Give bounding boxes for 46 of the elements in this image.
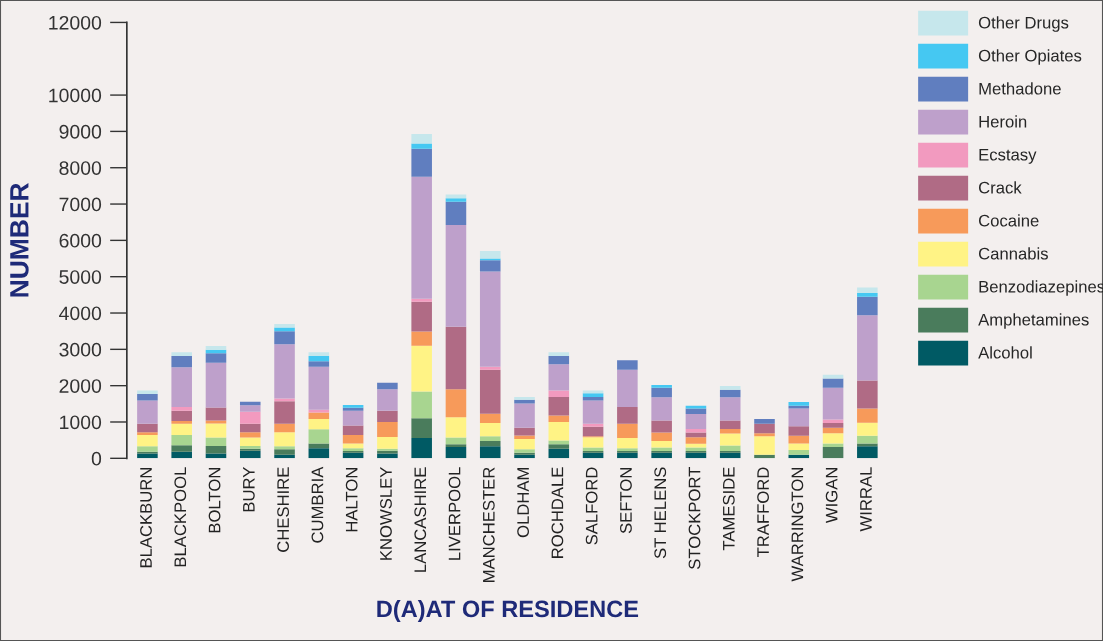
x-tick-label: LIVERPOOL <box>448 467 461 560</box>
x-tick-label: OLDHAM <box>517 468 529 538</box>
x-tick-label: HALTON <box>345 468 358 532</box>
x-axis-title: D(A)AT OF RESIDENCE <box>377 599 639 622</box>
x-tick-label: CUMBRIA <box>311 466 324 543</box>
x-tick-label: BLACKBURN <box>140 468 152 568</box>
legend-label: Cocaine <box>978 214 1039 227</box>
x-tick-label: STOCKPORT <box>688 467 701 570</box>
y-tick-label: 6000 <box>59 233 102 248</box>
y-tick-label: 4000 <box>59 306 102 321</box>
y-tick-label: 9000 <box>59 124 102 139</box>
legend-label: Crack <box>978 181 1022 194</box>
legend-label: Alcohol <box>978 346 1032 359</box>
x-tick-label: SALFORD <box>585 467 598 545</box>
legend-label: Heroin <box>979 115 1027 128</box>
x-tick-label: ROCHDALE <box>551 467 564 558</box>
x-tick-label: CHESHIRE <box>277 467 290 552</box>
y-tick-label: 1000 <box>60 415 102 430</box>
x-tick-label: ST HELENS <box>654 467 667 559</box>
legend-label: Other Drugs <box>978 16 1069 32</box>
legend-label: Other Opiates <box>978 49 1082 65</box>
x-tick-label: BURY <box>243 467 255 512</box>
y-axis-title: NUMBER <box>10 183 29 297</box>
y-tick-label: 0 <box>91 451 102 466</box>
x-tick-label: BLACKPOOL <box>174 467 187 567</box>
x-tick-label: LANCASHIRE <box>414 467 427 572</box>
y-tick-label: 12000 <box>49 15 102 30</box>
x-tick-label: SEFTON <box>620 468 632 534</box>
legend-label: Methadone <box>979 82 1061 95</box>
y-tick-label: 2000 <box>59 379 102 393</box>
x-tick-label: WIGAN <box>825 468 838 524</box>
x-tick-label: KNOWSLEY <box>380 467 392 560</box>
y-tick-label: 10000 <box>49 88 102 103</box>
legend-label: Ecstasy <box>979 148 1037 164</box>
legend-label: Cannabis <box>978 247 1048 260</box>
y-tick-label: 5000 <box>59 270 102 284</box>
x-tick-label: WIRRAL <box>860 467 872 532</box>
x-tick-label: BOLTON <box>208 468 221 533</box>
y-tick-label: 7000 <box>59 197 102 212</box>
legend-label: Amphetamines <box>978 313 1089 329</box>
x-tick-label: TAMESIDE <box>722 467 735 551</box>
y-tick-label: 3000 <box>59 342 102 357</box>
x-tick-label: MANCHESTER <box>482 467 495 582</box>
x-tick-label: WARRINGTON <box>791 468 804 582</box>
y-tick-label: 8000 <box>59 161 102 175</box>
x-tick-label: TRAFFORD <box>757 467 769 557</box>
